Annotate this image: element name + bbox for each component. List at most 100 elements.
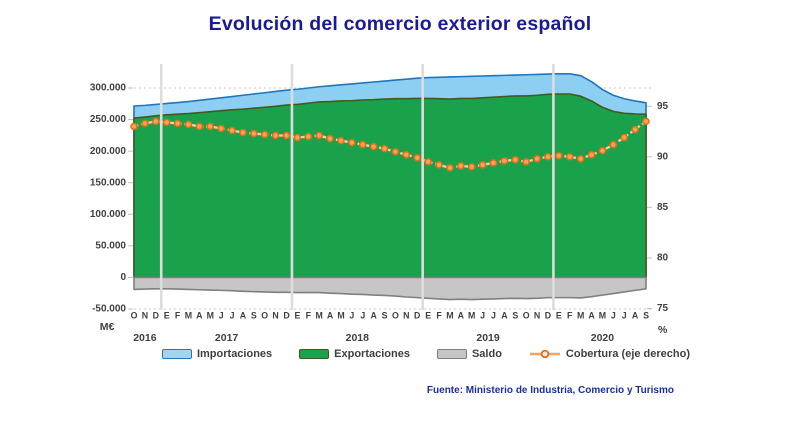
month-tick-label: N: [142, 310, 148, 320]
month-tick-label: O: [131, 310, 138, 320]
month-tick-label: J: [491, 310, 496, 320]
left-axis-tick-label: 50.000: [95, 240, 126, 251]
cobertura-marker: [500, 157, 509, 165]
left-axis-tick-label: -50.000: [92, 304, 126, 315]
month-tick-label: N: [534, 310, 540, 320]
legend-label-cobertura: Cobertura (eje derecho): [565, 348, 691, 360]
cobertura-marker: [173, 119, 182, 128]
cobertura-marker: [359, 140, 367, 149]
cobertura-marker: [250, 129, 258, 138]
month-tick-label: J: [349, 310, 354, 320]
month-tick-label: D: [545, 310, 551, 320]
year-label: 2017: [215, 332, 239, 344]
saldo-swatch-icon: [436, 349, 467, 359]
cobertura-marker: [435, 161, 443, 169]
month-tick-label: D: [283, 310, 289, 320]
cobertura-marker: [642, 117, 650, 126]
cobertura-marker: [369, 142, 378, 151]
right-axis-tick-label: 95: [657, 101, 669, 112]
cobertura-marker: [391, 147, 400, 156]
month-tick-label: D: [414, 310, 420, 320]
month-tick-label: A: [370, 310, 377, 320]
month-tick-label: A: [327, 310, 334, 320]
cobertura-marker: [631, 125, 639, 134]
cobertura-marker: [380, 144, 389, 153]
cobertura-marker: [195, 122, 204, 131]
right-axis-tick-label: 90: [657, 151, 669, 162]
month-tick-label: O: [523, 310, 530, 320]
cobertura-marker: [260, 130, 269, 139]
cobertura-marker: [489, 159, 498, 167]
month-tick-label: J: [219, 310, 224, 320]
month-tick-label: S: [382, 310, 388, 320]
importaciones-swatch-icon: [161, 349, 192, 359]
cobertura-marker: [457, 162, 465, 170]
cobertura-marker: [282, 131, 291, 140]
cobertura-marker: [217, 124, 225, 133]
page-title: Evolución del comercio exterior español: [208, 13, 592, 35]
month-tick-label: J: [480, 310, 485, 320]
legend-item-importaciones: Importaciones: [161, 348, 273, 360]
cobertura-marker: [522, 158, 530, 166]
exportaciones-area: [133, 93, 647, 279]
left-axis-tick-label: 250.000: [90, 114, 127, 125]
left-axis-tick-label: 200.000: [90, 146, 127, 157]
cobertura-marker: [130, 122, 138, 131]
cobertura-marker: [239, 128, 247, 137]
legend-item-cobertura: Cobertura (eje derecho): [529, 348, 690, 360]
right-axis-unit-label: %: [658, 324, 668, 336]
month-tick-label: N: [403, 310, 409, 320]
month-tick-label: M: [577, 310, 584, 320]
month-tick-label: M: [599, 310, 606, 320]
year-label: 2018: [346, 332, 370, 344]
legend-label-saldo: Saldo: [471, 348, 502, 360]
cobertura-marker: [576, 155, 585, 163]
exportaciones-swatch-icon: [299, 349, 330, 359]
cobertura-marker: [315, 131, 323, 140]
month-tick-label: N: [272, 310, 278, 320]
month-tick-label: E: [556, 310, 562, 320]
cobertura-marker: [326, 134, 334, 143]
cobertura-marker: [598, 146, 607, 155]
cobertura-marker: [348, 138, 356, 147]
cobertura-marker: [544, 153, 552, 161]
cobertura-marker: [565, 153, 574, 161]
cobertura-marker: [467, 163, 476, 171]
cobertura-marker: [304, 132, 313, 141]
cobertura-marker: [152, 117, 160, 126]
month-tick-label: J: [230, 310, 235, 320]
legend-label-importaciones: Importaciones: [196, 348, 273, 360]
month-tick-label: S: [643, 310, 649, 320]
month-tick-label: A: [588, 310, 595, 320]
chart-canvas: 300.000 250.000 200.000 150.000 100.000 50.00…: [90, 64, 669, 344]
cobertura-line-marker-icon: [529, 349, 560, 359]
year-label: 2019: [476, 332, 500, 344]
year-label: 2016: [133, 332, 157, 344]
chart-legend: Importaciones Exportaciones Saldo Cobert…: [0, 348, 800, 360]
cobertura-marker: [609, 140, 618, 149]
month-tick-label: J: [622, 310, 627, 320]
cobertura-marker: [141, 119, 149, 128]
right-axis-tick-label: 75: [657, 303, 669, 314]
cobertura-marker: [533, 155, 541, 163]
cobertura-marker: [271, 131, 280, 140]
month-tick-label: E: [425, 310, 431, 320]
month-tick-label: F: [306, 310, 312, 320]
month-tick-label: F: [175, 310, 181, 320]
right-axis-tick-label: 85: [657, 202, 669, 213]
month-tick-label: S: [512, 310, 518, 320]
month-tick-label: D: [153, 310, 159, 320]
month-tick-label: A: [458, 310, 465, 320]
cobertura-marker: [293, 133, 302, 142]
cobertura-marker: [162, 118, 171, 127]
cobertura-marker: [206, 122, 215, 131]
left-axis-tick-label: 300.000: [90, 83, 127, 94]
cobertura-marker: [228, 126, 236, 135]
cobertura-marker: [620, 133, 628, 142]
left-axis-tick-label: 0: [120, 272, 126, 283]
month-tick-label: M: [337, 310, 344, 320]
month-tick-label: F: [567, 310, 573, 320]
month-tick-label: O: [261, 310, 268, 320]
month-tick-label: S: [251, 310, 257, 320]
cobertura-marker: [478, 161, 487, 169]
